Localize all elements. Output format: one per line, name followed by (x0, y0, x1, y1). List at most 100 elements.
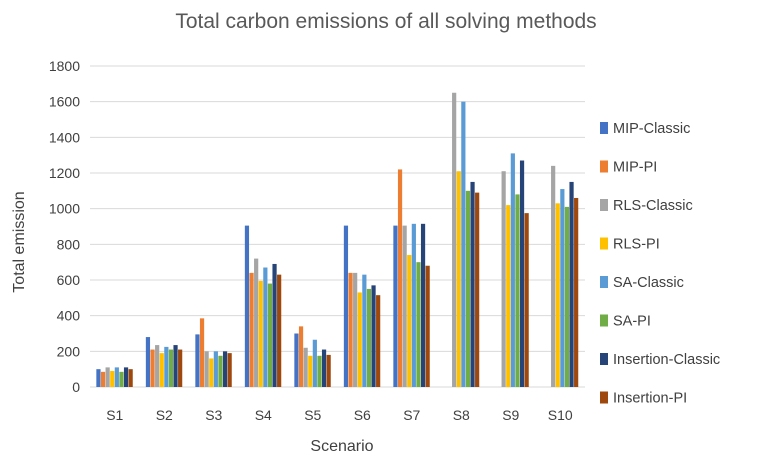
bar-sa-pi-s6 (366, 288, 372, 387)
y-tick-label: 1600 (49, 94, 80, 110)
y-tick-label: 1000 (49, 201, 80, 217)
x-tick-labels: S1 S2 S3 S4 S5 S6 S7 S8 S9 S10 (106, 407, 573, 423)
y-tick-label: 800 (57, 236, 81, 252)
y-tick-label: 0 (72, 379, 80, 395)
bar-mip-pi-s4 (249, 272, 254, 387)
legend-label: Insertion-Classic (613, 352, 720, 368)
x-tick-label: S10 (548, 407, 573, 423)
bar-rls-pi-s8 (456, 171, 461, 387)
x-tick-label: S2 (156, 407, 173, 423)
legend-label: RLS-Classic (613, 198, 693, 214)
legend-swatch (600, 199, 608, 211)
y-tick-label: 1800 (49, 58, 80, 74)
bar-sa-classic-s8 (461, 101, 466, 388)
bar-rls-classic-s1 (105, 367, 110, 387)
bar-insertion-pi-s6 (376, 295, 381, 387)
bar-mip-classic-s3 (195, 334, 200, 387)
bar-insertion-classic-s3 (222, 351, 228, 387)
bar-rls-pi-s2 (159, 353, 164, 387)
x-tick-label: S3 (205, 407, 222, 423)
legend-item: Insertion-Classic (600, 352, 720, 368)
bar-sa-pi-s9 (515, 194, 520, 387)
bar-rls-classic-s3 (204, 351, 209, 387)
bar-insertion-pi-s9 (524, 213, 529, 388)
bar-sa-classic-s1 (114, 367, 119, 387)
bar-insertion-classic-s4 (272, 263, 277, 387)
x-tick-label: S9 (502, 407, 519, 423)
bar-rls-classic-s4 (254, 258, 259, 387)
y-tick-label: 600 (57, 272, 81, 288)
bar-rls-classic-s2 (155, 345, 160, 387)
y-tick-label: 200 (57, 343, 81, 359)
bar-insertion-pi-s4 (277, 274, 282, 387)
legend-swatch (600, 276, 608, 288)
bar-mip-pi-s7 (397, 169, 403, 387)
bar-sa-classic-s7 (411, 223, 416, 387)
bar-rls-classic-s6 (353, 272, 358, 387)
bar-rls-classic-s7 (402, 225, 407, 387)
legend-swatch (600, 314, 608, 327)
x-tick-label: S8 (453, 407, 470, 423)
bar-insertion-classic-s2 (173, 345, 178, 387)
bar-insertion-classic-s9 (519, 160, 525, 387)
bar-insertion-pi-s5 (326, 354, 331, 387)
bar-sa-classic-s3 (213, 351, 218, 387)
bar-sa-classic-s10 (560, 189, 565, 387)
legend-item: RLS-Classic (600, 198, 693, 214)
bar-sa-pi-s8 (465, 190, 471, 387)
bar-sa-classic-s2 (164, 346, 169, 388)
bar-mip-pi-s1 (100, 371, 106, 387)
legend-item: SA-PI (600, 314, 651, 330)
bar-mip-classic-s2 (145, 337, 151, 387)
legend-item: SA-Classic (600, 275, 684, 291)
bar-insertion-pi-s3 (227, 353, 232, 387)
legend-swatch (600, 160, 608, 173)
bar-rls-pi-s5 (308, 355, 313, 387)
chart-title: Total carbon emissions of all solving me… (175, 10, 596, 33)
y-tick-labels: 0 200 400 600 800 1000 1200 1400 1600 1800 (49, 58, 80, 395)
x-tick-label: S1 (106, 407, 123, 423)
y-tick-label: 1400 (49, 129, 80, 145)
bar-mip-classic-s6 (343, 225, 349, 387)
legend-swatch (600, 122, 608, 134)
bars (96, 92, 579, 388)
bar-mip-pi-s3 (199, 318, 205, 387)
bar-sa-classic-s6 (362, 274, 367, 387)
bar-sa-pi-s5 (317, 355, 322, 387)
bar-insertion-classic-s10 (569, 181, 574, 387)
bar-insertion-pi-s10 (574, 197, 579, 387)
bar-mip-classic-s7 (393, 225, 398, 387)
bar-rls-pi-s10 (555, 203, 560, 387)
bar-sa-pi-s1 (119, 371, 124, 387)
y-axis-label: Total emission (11, 191, 28, 292)
bar-sa-classic-s4 (263, 267, 268, 387)
bar-insertion-classic-s1 (123, 367, 129, 387)
bar-mip-classic-s1 (96, 369, 101, 387)
y-tick-label: 400 (57, 308, 81, 324)
bar-rls-classic-s8 (452, 92, 457, 387)
legend-label: Insertion-PI (613, 391, 687, 407)
x-tick-label: S6 (354, 407, 371, 423)
bar-rls-classic-s9 (501, 171, 506, 387)
bar-insertion-classic-s5 (321, 349, 327, 387)
bar-rls-pi-s1 (110, 370, 115, 387)
bar-sa-pi-s3 (218, 355, 223, 387)
x-tick-label: S7 (403, 407, 420, 423)
legend-item: MIP-PI (600, 160, 657, 176)
bar-insertion-classic-s8 (470, 181, 475, 387)
bar-rls-pi-s3 (209, 358, 214, 387)
bar-rls-classic-s5 (303, 347, 308, 387)
bar-insertion-pi-s7 (425, 265, 430, 387)
bar-sa-classic-s5 (312, 339, 317, 387)
bar-rls-classic-s10 (551, 165, 556, 387)
bar-rls-pi-s7 (407, 255, 412, 387)
bar-rls-pi-s6 (357, 292, 362, 387)
bar-sa-pi-s2 (168, 349, 174, 387)
legend-item: RLS-PI (600, 237, 660, 253)
bar-sa-classic-s9 (510, 153, 515, 387)
bar-mip-classic-s5 (294, 333, 299, 387)
legend-label: RLS-PI (613, 237, 660, 253)
bar-insertion-pi-s1 (128, 369, 133, 387)
bar-insertion-classic-s6 (371, 285, 376, 387)
